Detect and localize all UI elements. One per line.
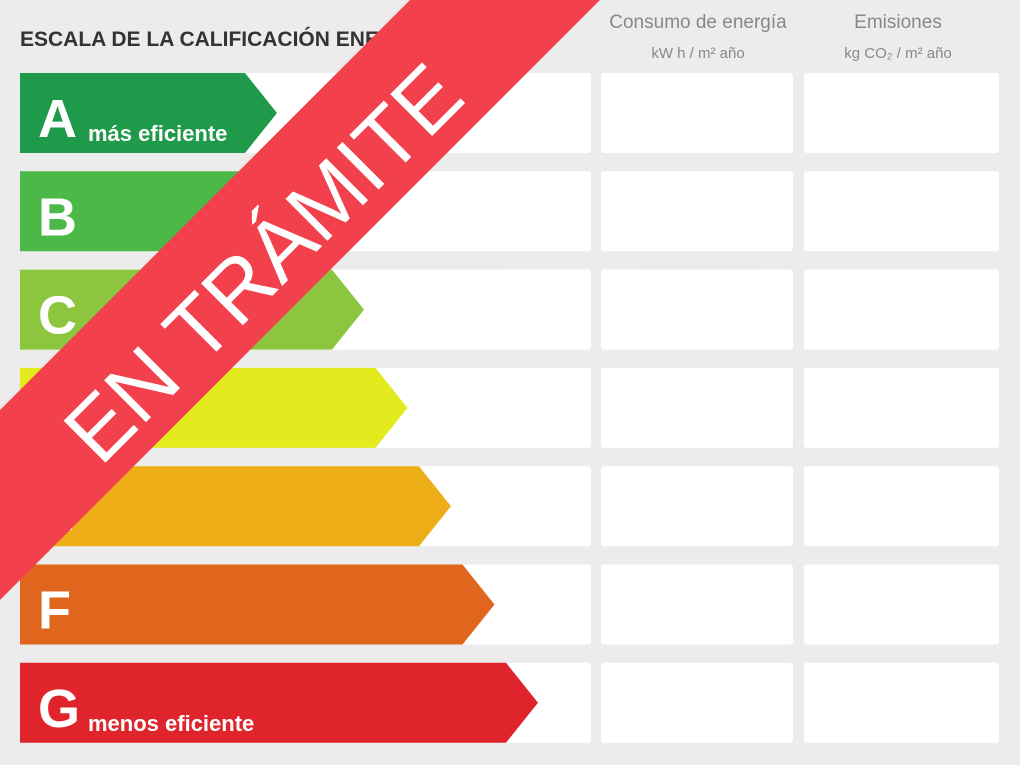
value-cell	[804, 269, 999, 350]
value-cell	[601, 73, 793, 153]
value-cell	[601, 662, 793, 743]
value-cell	[804, 466, 999, 547]
value-cell	[601, 466, 793, 547]
value-cell	[804, 73, 999, 153]
column-title: Emisiones	[854, 12, 942, 33]
grade-label: menos eficiente	[88, 711, 254, 736]
banner	[0, 0, 600, 600]
value-cell	[804, 662, 999, 743]
grade-letter: A	[38, 89, 77, 149]
grade-letter: B	[38, 187, 77, 247]
column-title: Consumo de energía	[609, 12, 787, 33]
grade-arrow	[20, 564, 495, 645]
column-unit: kW h / m² año	[651, 45, 744, 62]
value-cell	[601, 269, 793, 350]
grade-letter: F	[38, 581, 71, 641]
column-unit: kg CO₂ / m² año	[844, 45, 952, 62]
value-cell	[601, 367, 793, 448]
grade-label: más eficiente	[88, 121, 227, 146]
grade-arrow	[20, 466, 451, 547]
grade-arrow	[20, 73, 277, 153]
grade-letter: G	[38, 679, 80, 739]
value-cell	[601, 564, 793, 645]
value-cell	[804, 564, 999, 645]
value-cell	[804, 367, 999, 448]
value-cell	[804, 171, 999, 252]
grade-arrow	[20, 662, 538, 743]
value-cell	[601, 171, 793, 252]
grade-letter: C	[38, 286, 77, 346]
